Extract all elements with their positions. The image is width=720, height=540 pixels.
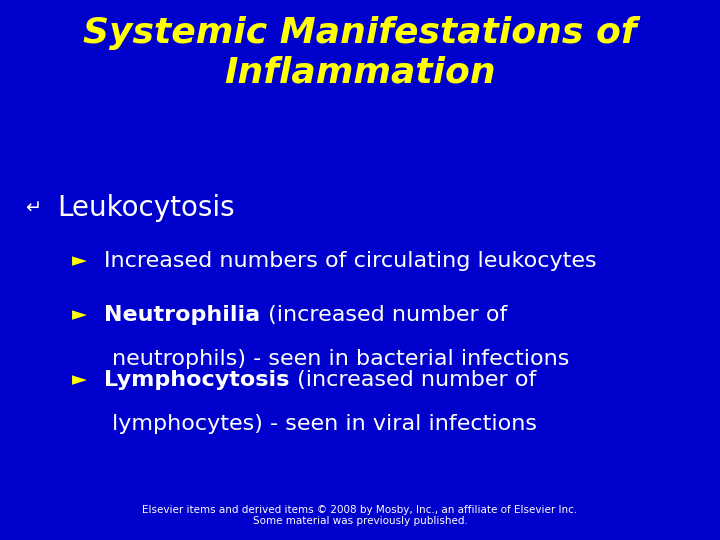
Text: Neutrophilia: Neutrophilia xyxy=(104,305,261,325)
Text: lymphocytes) - seen in viral infections: lymphocytes) - seen in viral infections xyxy=(112,414,536,434)
Text: neutrophils) - seen in bacterial infections: neutrophils) - seen in bacterial infecti… xyxy=(112,349,569,369)
Text: ↵: ↵ xyxy=(25,198,42,218)
Text: Elsevier items and derived items © 2008 by Mosby, Inc., an affiliate of Elsevier: Elsevier items and derived items © 2008 … xyxy=(143,505,577,526)
Text: Systemic Manifestations of
Inflammation: Systemic Manifestations of Inflammation xyxy=(84,16,636,90)
Text: (increased number of: (increased number of xyxy=(289,370,536,390)
Text: ►: ► xyxy=(72,305,87,324)
Text: (increased number of: (increased number of xyxy=(261,305,507,325)
Text: Leukocytosis: Leukocytosis xyxy=(58,194,235,222)
Text: Lymphocytosis: Lymphocytosis xyxy=(104,370,289,390)
Text: ►: ► xyxy=(72,370,87,389)
Text: ►: ► xyxy=(72,251,87,270)
Text: Increased numbers of circulating leukocytes: Increased numbers of circulating leukocy… xyxy=(104,251,597,271)
